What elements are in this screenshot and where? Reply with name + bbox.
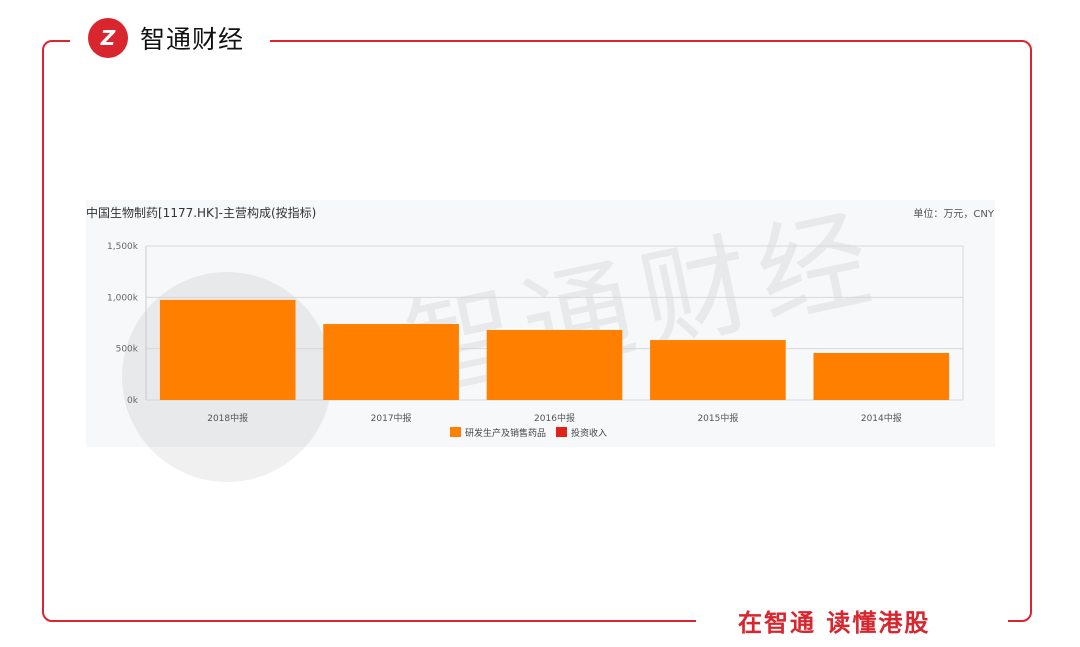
x-tick-label: 2016中报 [534,412,575,424]
x-tick-label: 2015中报 [697,412,738,424]
bar [486,329,623,400]
bar [650,340,786,400]
x-tick-label: 2014中报 [861,412,902,424]
x-tick-label: 2017中报 [371,412,412,424]
legend-label: 研发生产及销售药品 [465,427,546,439]
bar [323,324,459,400]
y-tick-label: 1,000k [107,293,139,303]
bar [813,352,950,400]
logo-icon: Z [88,18,128,58]
legend-label: 投资收入 [571,427,607,439]
bar [159,299,296,400]
legend-swatch [450,427,461,437]
x-tick-label: 2018中报 [207,412,248,424]
slogan: 在智通 读懂港股 [734,603,935,638]
legend-swatch [556,427,567,437]
y-tick-label: 500k [116,345,139,355]
brand-logo: Z 智通财经 [88,18,253,58]
brand-name: 智通财经 [140,25,245,54]
chart-title: 中国生物制药[1177.HK]-主营构成(按指标) [86,206,317,220]
y-tick-label: 1,500k [107,242,139,252]
chart-unit: 单位：万元，CNY [913,209,994,220]
page-frame [42,40,1032,622]
y-tick-label: 0k [127,396,139,406]
